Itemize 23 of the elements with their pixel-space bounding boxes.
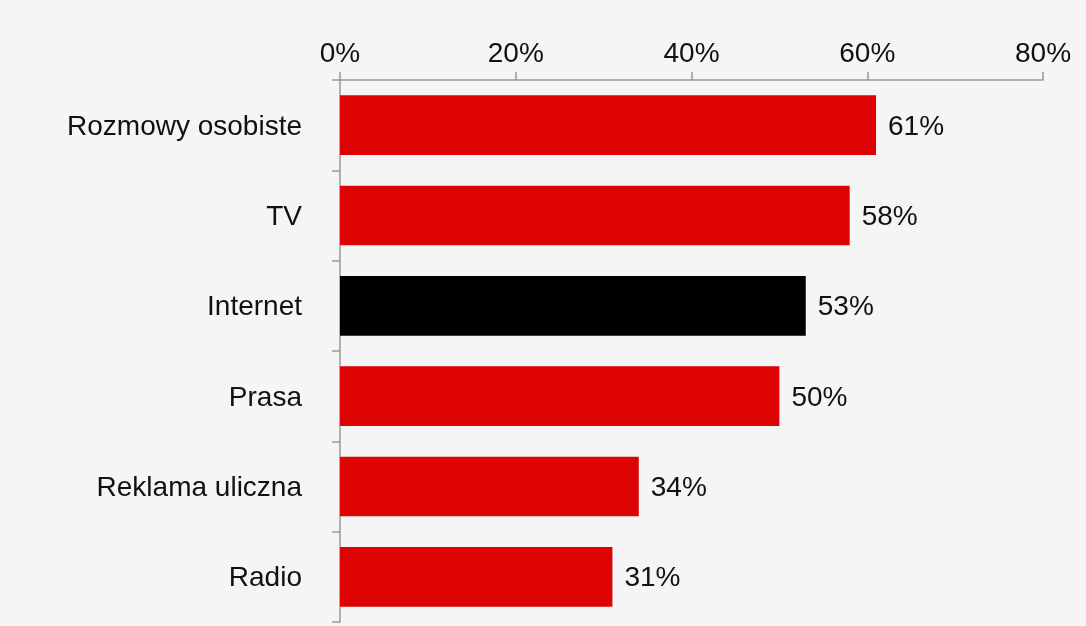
data-label: 58%: [861, 200, 918, 231]
data-label: 50%: [791, 380, 848, 412]
bar: [340, 456, 639, 517]
y-tick-label: Reklama uliczna: [96, 471, 303, 502]
x-tick-label: 60%: [839, 36, 896, 68]
y-tick-label: Internet: [207, 290, 303, 322]
y-tick-label: Prasa: [228, 380, 303, 412]
data-label: 61%: [888, 109, 945, 141]
bar: [340, 95, 877, 155]
data-label: 34%: [650, 471, 707, 502]
bar: [340, 547, 613, 607]
data-label: 31%: [624, 561, 681, 593]
bar: [340, 276, 806, 336]
x-tick-label: 80%: [1014, 36, 1072, 68]
x-tick-label: 40%: [663, 36, 720, 68]
bar: [340, 185, 850, 246]
x-tick-label: 0%: [319, 36, 361, 68]
y-tick-label: TV: [266, 200, 303, 231]
y-tick-label: Radio: [228, 561, 302, 593]
y-tick-label: Rozmowy osobiste: [67, 109, 302, 141]
bar: [340, 366, 780, 426]
data-label: 53%: [817, 290, 874, 322]
x-tick-label: 20%: [487, 36, 544, 68]
